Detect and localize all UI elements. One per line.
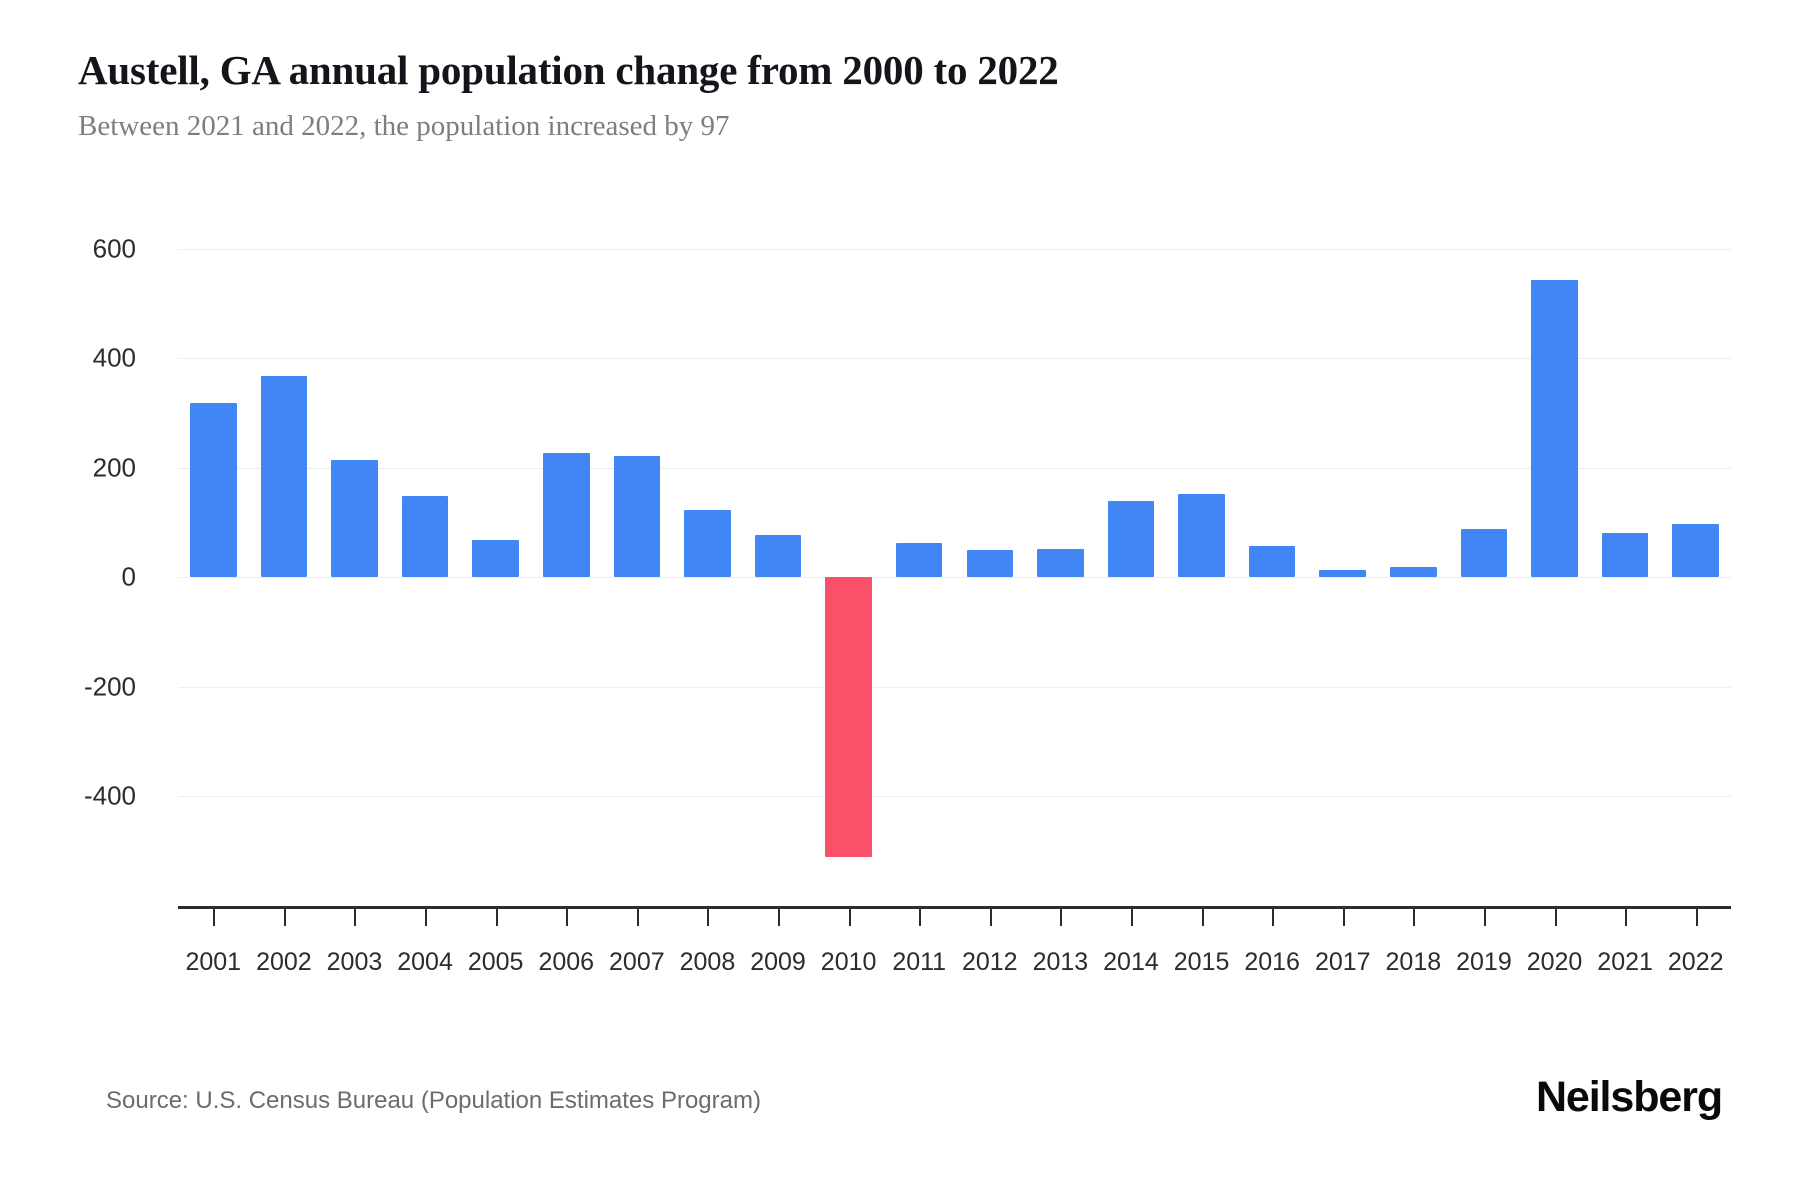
x-tick-2020 [1554,906,1557,926]
y-tick-label: 400 [92,342,136,373]
x-tick-2022 [1695,906,1698,926]
x-tick-label-2021: 2021 [1597,948,1653,976]
x-tick-label-2013: 2013 [1032,948,1089,976]
x-tick-label-2006: 2006 [538,948,595,976]
chart-header: Austell, GA annual population change fro… [78,46,1718,144]
bar-2013[interactable] [1037,549,1084,578]
x-tick-label-2017: 2017 [1314,948,1371,976]
x-tick-label-2022: 2022 [1667,948,1724,976]
x-tick-label-2002: 2002 [256,948,312,976]
brand-logo: Neilsberg [1535,1073,1723,1121]
y-tick-label: 0 [121,561,136,592]
x-tick-2001 [213,906,216,926]
y-tick-label: -200 [83,671,136,702]
bar-2019[interactable] [1460,529,1508,578]
x-tick-label-2003: 2003 [326,948,383,976]
x-tick-2016 [1272,906,1275,926]
x-tick-label-2010: 2010 [820,948,877,976]
x-tick-2011 [919,906,922,926]
x-tick-2007 [636,906,639,926]
x-tick-label-2004: 2004 [397,948,453,976]
x-tick-label-2019: 2019 [1456,948,1512,976]
bar-2006[interactable] [542,452,590,578]
y-tick-label: -400 [83,780,136,811]
x-tick-label-2007: 2007 [609,948,665,976]
x-tick-2003 [354,906,357,926]
chart-subtitle: Between 2021 and 2022, the population in… [78,110,730,143]
x-tick-2006 [566,906,569,926]
x-tick-2004 [425,906,428,926]
x-tick-2002 [283,906,286,926]
x-tick-2008 [707,906,710,926]
bar-2012[interactable] [966,550,1014,578]
bar-2005[interactable] [472,540,519,578]
y-axis-labels: 600 400 200 0 -200 -400 [0,233,178,906]
x-tick-2017 [1342,906,1345,926]
bar-2007[interactable] [613,455,661,578]
x-tick-2010 [848,906,851,926]
bar-2010[interactable] [825,577,872,857]
bar-2021[interactable] [1601,532,1649,578]
x-tick-label-2005: 2005 [467,948,524,976]
x-tick-label-2018: 2018 [1385,948,1442,976]
gridline-200 [178,467,1731,469]
x-tick-label-2009: 2009 [750,948,806,976]
bar-2015[interactable] [1178,494,1225,578]
x-tick-2013 [1060,906,1063,926]
x-tick-label-2012: 2012 [961,948,1018,976]
x-tick-2021 [1625,906,1628,926]
gridline--200 [178,686,1731,688]
x-tick-label-2001: 2001 [185,948,242,976]
x-tick-label-2008: 2008 [679,948,736,976]
bar-2018[interactable] [1390,566,1437,578]
bar-2022[interactable] [1672,524,1719,578]
x-tick-label-2011: 2011 [892,948,947,976]
x-tick-label-2014: 2014 [1103,948,1159,976]
x-tick-2019 [1483,906,1486,926]
bar-2004[interactable] [401,496,449,578]
y-tick-label: 600 [92,233,136,264]
x-tick-label-2016: 2016 [1244,948,1300,976]
x-tick-2014 [1130,906,1133,926]
x-tick-2005 [495,906,498,926]
bar-2016[interactable] [1248,545,1296,578]
page-title: Austell, GA annual population change fro… [78,47,1059,93]
bar-2014[interactable] [1107,500,1155,578]
bar-2020[interactable] [1531,280,1578,578]
bar-2017[interactable] [1319,570,1367,578]
x-tick-2009 [778,906,781,926]
x-tick-2018 [1413,906,1416,926]
bar-2009[interactable] [754,534,802,578]
bar-2011[interactable] [895,542,943,578]
x-axis-line [178,906,1731,909]
x-tick-label-2020: 2020 [1526,948,1583,976]
bar-2001[interactable] [190,403,237,578]
gridline-400 [178,358,1731,360]
x-tick-label-2015: 2015 [1173,948,1230,976]
x-tick-2012 [989,906,992,926]
bar-2002[interactable] [260,375,308,578]
x-tick-2015 [1201,906,1204,926]
gridline-600 [178,248,1731,250]
gridline-0 [178,577,1731,579]
source-note: Source: U.S. Census Bureau (Population E… [106,1087,761,1114]
bar-2003[interactable] [331,459,378,578]
bar-2008[interactable] [684,510,731,578]
gridline--400 [178,796,1731,798]
plot-area [178,238,1731,906]
y-tick-label: 200 [92,452,136,483]
